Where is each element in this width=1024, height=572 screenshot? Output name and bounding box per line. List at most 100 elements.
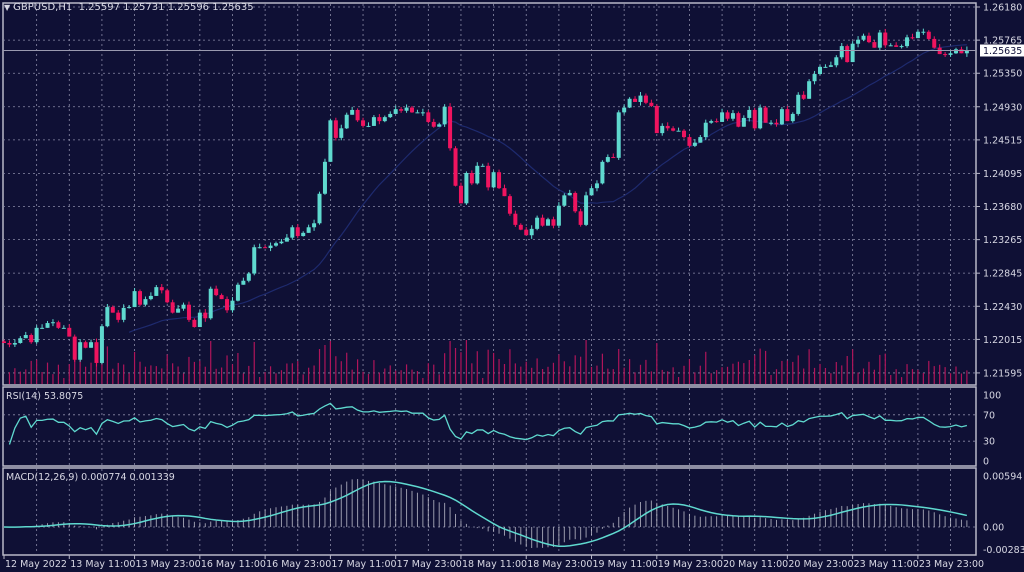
bull-candle <box>627 98 632 108</box>
triangle-down-icon[interactable]: ▼ <box>4 3 11 12</box>
bull-candle <box>915 31 920 39</box>
bull-candle <box>796 94 801 114</box>
rsi-axis-label: 0 <box>983 457 989 468</box>
bull-candle <box>567 192 572 196</box>
bull-candle <box>306 227 311 233</box>
bear-candle <box>2 341 6 343</box>
bear-candle <box>219 295 224 300</box>
bull-candle <box>143 299 148 305</box>
bear-candle <box>910 37 915 39</box>
bear-candle <box>926 31 931 39</box>
bull-candle <box>246 273 251 281</box>
bull-candle <box>888 45 893 47</box>
price-axis-label: 1.25765 <box>983 36 1022 47</box>
time-axis-label: 13 May 23:00 <box>136 559 201 570</box>
bull-candle <box>861 35 866 40</box>
bull-candle <box>828 65 833 67</box>
bull-candle <box>322 161 327 194</box>
bear-candle <box>665 125 670 129</box>
bear-candle <box>959 49 964 54</box>
bull-candle <box>328 120 333 162</box>
bull-candle <box>148 295 153 300</box>
time-axis-label: 23 May 23:00 <box>919 559 984 570</box>
bull-candle <box>350 109 355 115</box>
bear-candle <box>458 185 463 204</box>
bull-candle <box>40 327 45 329</box>
bull-candle <box>312 223 317 228</box>
bull-candle <box>475 165 480 184</box>
bull-candle <box>823 66 828 68</box>
bull-candle <box>257 247 262 249</box>
time-axis-label: 23 May 11:00 <box>854 559 919 570</box>
bear-candle <box>518 224 523 230</box>
bear-candle <box>486 165 491 188</box>
bear-candle <box>29 335 34 343</box>
bear-candle <box>138 291 142 305</box>
bull-candle <box>132 291 137 308</box>
bear-candle <box>377 117 382 122</box>
bear-candle <box>894 45 899 47</box>
bull-candle <box>769 122 774 124</box>
time-axis-label: 18 May 23:00 <box>527 559 592 570</box>
bull-candle <box>301 232 306 237</box>
bear-candle <box>682 130 686 138</box>
bear-candle <box>551 219 556 226</box>
price-axis-label: 1.22430 <box>983 302 1022 313</box>
bear-candle <box>410 107 414 113</box>
bull-candle <box>230 300 235 311</box>
time-axis-label: 19 May 11:00 <box>593 559 658 570</box>
bull-candle <box>584 195 589 225</box>
price-axis-label: 1.23680 <box>983 202 1022 213</box>
bear-candle <box>448 106 453 149</box>
low-value: 1.25596 <box>167 2 210 13</box>
bull-candle <box>850 43 855 63</box>
current-price-tag <box>980 44 1024 57</box>
bull-candle <box>344 114 349 129</box>
bear-candle <box>524 229 529 236</box>
price-axis-label: 1.24095 <box>983 169 1022 180</box>
bear-candle <box>225 299 230 311</box>
bull-candle <box>371 117 376 126</box>
bull-candle <box>948 53 953 55</box>
bear-candle <box>872 42 877 48</box>
bear-candle <box>431 121 436 127</box>
bull-candle <box>339 128 344 138</box>
bear-candle <box>643 95 648 103</box>
bear-candle <box>611 157 616 159</box>
bull-candle <box>388 113 393 118</box>
bull-candle <box>703 122 708 138</box>
bull-candle <box>964 50 969 54</box>
price-axis-label: 1.25350 <box>983 69 1022 80</box>
moving-average-line <box>128 44 967 333</box>
time-axis-label: 13 May 11:00 <box>70 559 135 570</box>
bull-candle <box>954 49 958 54</box>
bull-candle <box>921 31 926 33</box>
bear-candle <box>192 319 197 328</box>
bull-candle <box>818 66 822 75</box>
rsi-line <box>8 402 968 445</box>
bear-candle <box>633 98 638 102</box>
bull-candle <box>730 113 735 119</box>
bull-candle <box>660 125 665 134</box>
bear-candle <box>214 288 219 296</box>
bull-candle <box>105 307 110 327</box>
close-value: 1.25635 <box>212 2 254 13</box>
time-axis-label: 19 May 23:00 <box>658 559 723 570</box>
bull-candle <box>747 109 752 118</box>
rsi-axis-label: 30 <box>983 437 995 448</box>
bull-candle <box>127 307 132 309</box>
bear-candle <box>578 211 583 225</box>
bear-candle <box>883 32 888 46</box>
bull-candle <box>464 173 469 204</box>
bull-candle <box>415 112 420 114</box>
bear-candle <box>845 46 850 63</box>
price-axis-label: 1.24515 <box>983 135 1022 146</box>
bull-candle <box>899 46 904 48</box>
bear-candle <box>801 94 806 99</box>
bull-candle <box>442 106 447 125</box>
bear-candle <box>94 342 99 363</box>
bull-candle <box>638 95 643 102</box>
bull-candle <box>589 188 594 196</box>
bull-candle <box>61 327 66 329</box>
